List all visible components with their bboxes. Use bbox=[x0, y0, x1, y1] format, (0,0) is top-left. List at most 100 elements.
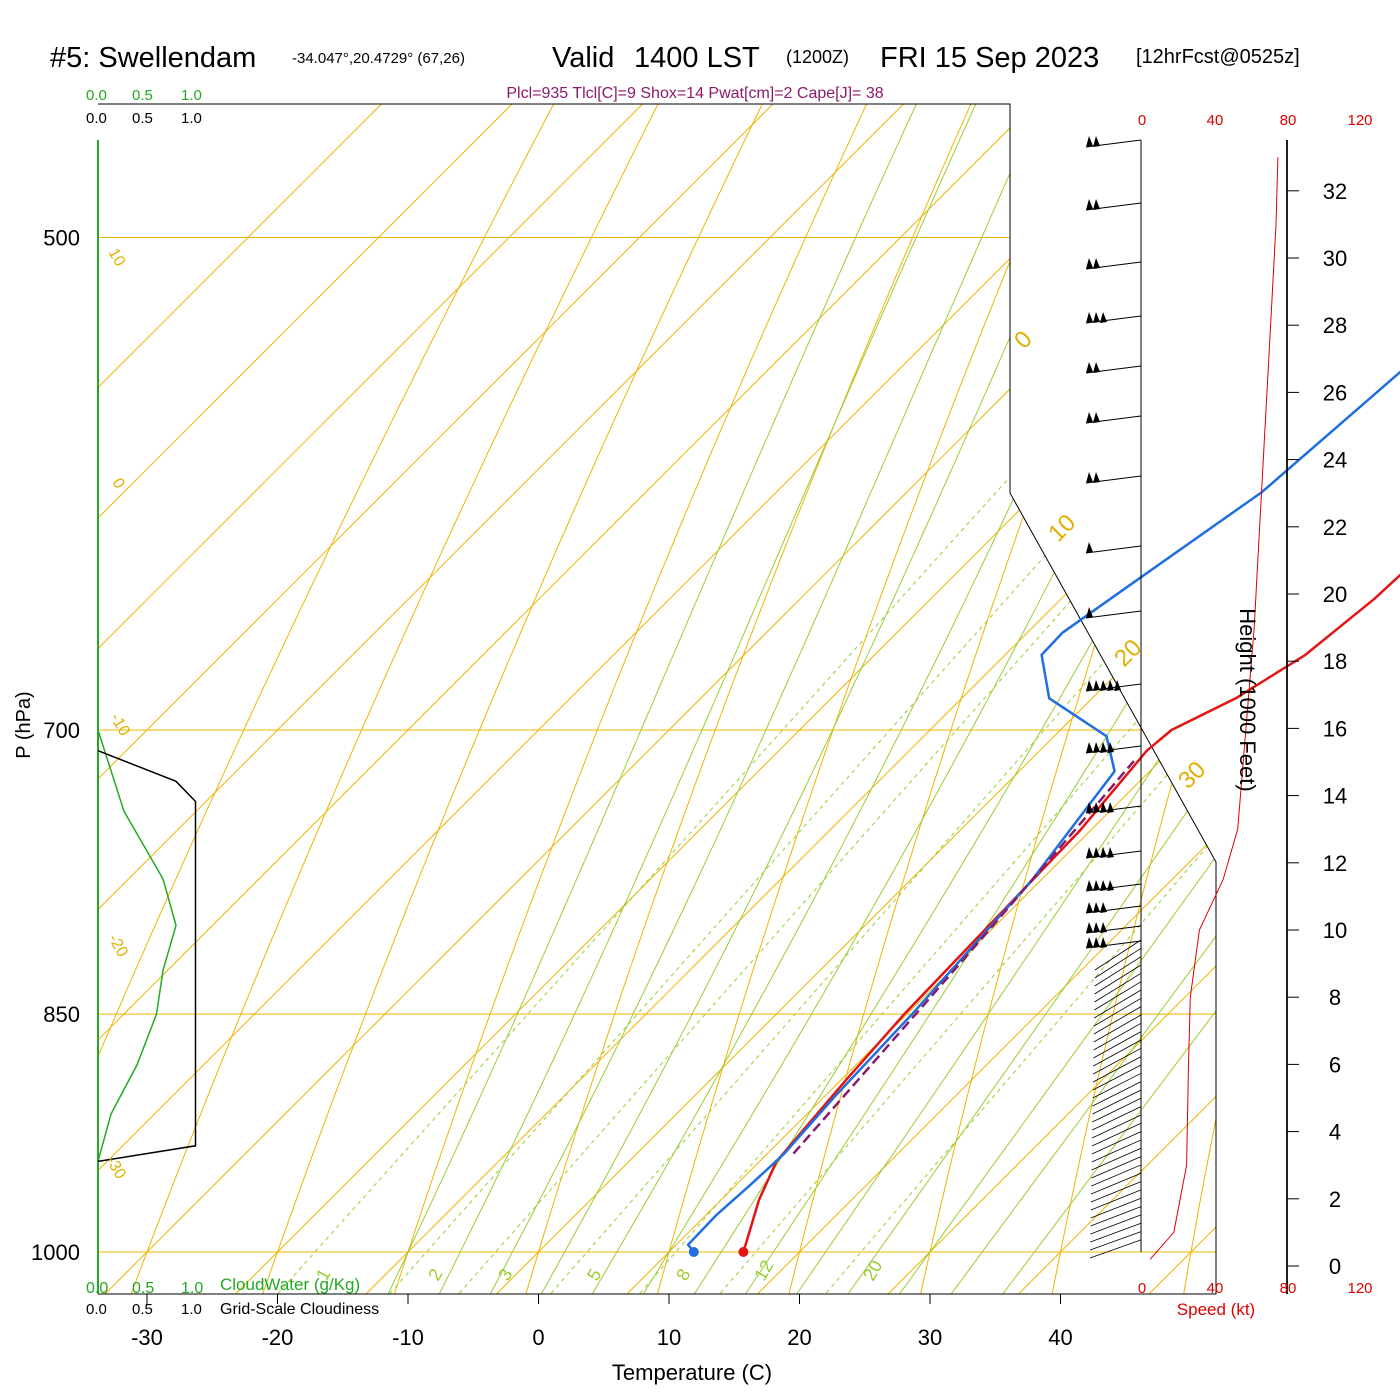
moist-adiabat-label-0: 0 bbox=[1009, 326, 1038, 355]
wind-barb-flag bbox=[1086, 136, 1093, 147]
wind-barb-low bbox=[1093, 1022, 1142, 1051]
wind-barb-low bbox=[1091, 1156, 1142, 1179]
wind-barb-8 bbox=[1085, 607, 1142, 619]
dry-adiabat-label-3: -20 bbox=[105, 932, 131, 961]
wind-barb-5 bbox=[1085, 412, 1142, 424]
chart-title: #5: Swellendam -34.047°,20.4729° (67,26)… bbox=[50, 42, 1300, 74]
wind-barb-flag bbox=[1100, 802, 1107, 813]
dry-adiabat-label-1: 0 bbox=[109, 476, 128, 492]
wind-barb-low bbox=[1091, 1122, 1142, 1147]
speed-bottom-0: 0 bbox=[1138, 1280, 1146, 1297]
moist-adiabat-34 bbox=[928, 104, 1216, 1294]
wind-barb-staff bbox=[1085, 610, 1142, 619]
mixing-ratio-8 bbox=[613, 104, 1216, 1294]
moist-adiabat--10 bbox=[373, 104, 1216, 1294]
wind-barb-low bbox=[1091, 1147, 1142, 1171]
isotherm--50 bbox=[98, 104, 1216, 1294]
dry-adiabat--10 bbox=[384, 104, 1216, 1294]
wind-barb-low bbox=[1091, 1131, 1142, 1155]
valid-date: FRI 15 Sep 2023 bbox=[880, 42, 1099, 74]
wind-barb-flag bbox=[1093, 680, 1100, 691]
wind-barb-flag bbox=[1093, 472, 1100, 483]
wind-barb-flag bbox=[1114, 680, 1121, 691]
dry-adiabat-40 bbox=[1046, 104, 1216, 1294]
wind-barb-low bbox=[1093, 1031, 1142, 1059]
wind-barb-low bbox=[1093, 1014, 1142, 1043]
height-tick-4: 4 bbox=[1329, 1120, 1341, 1145]
temp-tick-20: 20 bbox=[787, 1325, 811, 1350]
isotherm--10 bbox=[336, 104, 1216, 1294]
wind-barb-low bbox=[1094, 947, 1142, 979]
speed-label: Speed (kt) bbox=[1177, 1300, 1255, 1319]
wind-barb-flag bbox=[1086, 362, 1093, 373]
height-tick-32: 32 bbox=[1323, 179, 1347, 204]
thermo-grid bbox=[98, 104, 1216, 1294]
wind-barb-flag bbox=[1107, 742, 1114, 753]
wind-barb-16 bbox=[1085, 937, 1142, 949]
wind-barb-flag bbox=[1086, 258, 1093, 269]
wind-barb-low bbox=[1089, 1239, 1142, 1259]
wind-barb-flag bbox=[1093, 847, 1100, 858]
speed-top-120: 120 bbox=[1347, 112, 1372, 129]
mixing-ratio-3 bbox=[432, 104, 1216, 1294]
temp-tick--10: -10 bbox=[392, 1325, 424, 1350]
valid-utc: (1200Z) bbox=[786, 47, 849, 67]
isotherm-20 bbox=[727, 104, 1216, 1294]
wind-barb-flag bbox=[1086, 802, 1093, 813]
isotherm-10 bbox=[597, 104, 1216, 1294]
moist-adiabat-6 bbox=[574, 104, 1216, 1294]
wind-barb-flag bbox=[1086, 922, 1093, 933]
wind-barb-flag bbox=[1086, 880, 1093, 891]
isotherm--80 bbox=[98, 104, 1216, 1294]
mixing-ratio-1 bbox=[250, 104, 1216, 1294]
wind-barb-6 bbox=[1085, 472, 1142, 484]
height-tick-6: 6 bbox=[1329, 1052, 1341, 1077]
height-tick-20: 20 bbox=[1323, 582, 1347, 607]
height-tick-24: 24 bbox=[1323, 448, 1347, 473]
wind-barb-low bbox=[1092, 1072, 1142, 1099]
axes: 100-10-20-300102030123581220250300400500… bbox=[31, 140, 1347, 1350]
cloud-top-black-0: 0.0 bbox=[86, 110, 107, 127]
moist-adiabat-26 bbox=[826, 104, 1216, 1294]
wind-barb-low bbox=[1092, 1089, 1142, 1115]
cloud-top-black-1: 0.5 bbox=[132, 110, 153, 127]
cloud-top-green-0: 0.0 bbox=[86, 87, 107, 104]
wind-barb-low bbox=[1092, 1056, 1142, 1083]
isotherm--90 bbox=[98, 104, 1216, 1294]
mixing-ratio-label-4: 8 bbox=[672, 1265, 694, 1284]
wind-barb-low bbox=[1093, 1047, 1142, 1075]
wind-barb-flag bbox=[1086, 902, 1093, 913]
wind-barb-12 bbox=[1085, 847, 1142, 859]
temp-tick-10: 10 bbox=[657, 1325, 681, 1350]
wind-barb-2 bbox=[1085, 258, 1142, 270]
speed-bottom-40: 40 bbox=[1207, 1280, 1224, 1297]
temperature-surface-dot bbox=[738, 1247, 749, 1257]
wind-barb-7 bbox=[1085, 542, 1142, 554]
wind-barb-low bbox=[1090, 1231, 1142, 1251]
wind-barb-flag bbox=[1086, 937, 1093, 948]
height-tick-16: 16 bbox=[1323, 716, 1347, 741]
wind-barb-low bbox=[1092, 1081, 1142, 1107]
wind-barb-flag bbox=[1100, 742, 1107, 753]
wind-barb-low bbox=[1094, 939, 1142, 971]
height-tick-28: 28 bbox=[1323, 313, 1347, 338]
cloud-top-black-2: 1.0 bbox=[181, 110, 202, 127]
cloud-bottom-green-2: 1.0 bbox=[181, 1280, 203, 1297]
wind-barb-low bbox=[1093, 997, 1142, 1027]
height-tick-26: 26 bbox=[1323, 380, 1347, 405]
isotherm--20 bbox=[205, 104, 1216, 1294]
cloud-scale-top: 0.0 0.5 1.0 0.0 0.5 1.0 bbox=[86, 87, 202, 127]
height-tick-8: 8 bbox=[1329, 985, 1341, 1010]
isotherm--30 bbox=[98, 104, 1216, 1294]
parcel-line bbox=[792, 760, 1135, 1155]
pressure-tick-700: 700 bbox=[43, 718, 80, 743]
cloud-top-green-1: 0.5 bbox=[132, 87, 153, 104]
wind-barb-low bbox=[1090, 1181, 1142, 1203]
wind-barb-low bbox=[1094, 956, 1142, 987]
isotherm--70 bbox=[98, 104, 1216, 1294]
cloud-scale-bottom: 0.0 0.5 1.0 CloudWater (g/Kg) 0.0 0.5 1.… bbox=[86, 1275, 379, 1318]
wind-barb-low bbox=[1091, 1139, 1142, 1163]
wind-barb-flag bbox=[1086, 542, 1093, 553]
wind-barb-flag bbox=[1100, 880, 1107, 891]
cloud-panel bbox=[97, 729, 197, 1163]
